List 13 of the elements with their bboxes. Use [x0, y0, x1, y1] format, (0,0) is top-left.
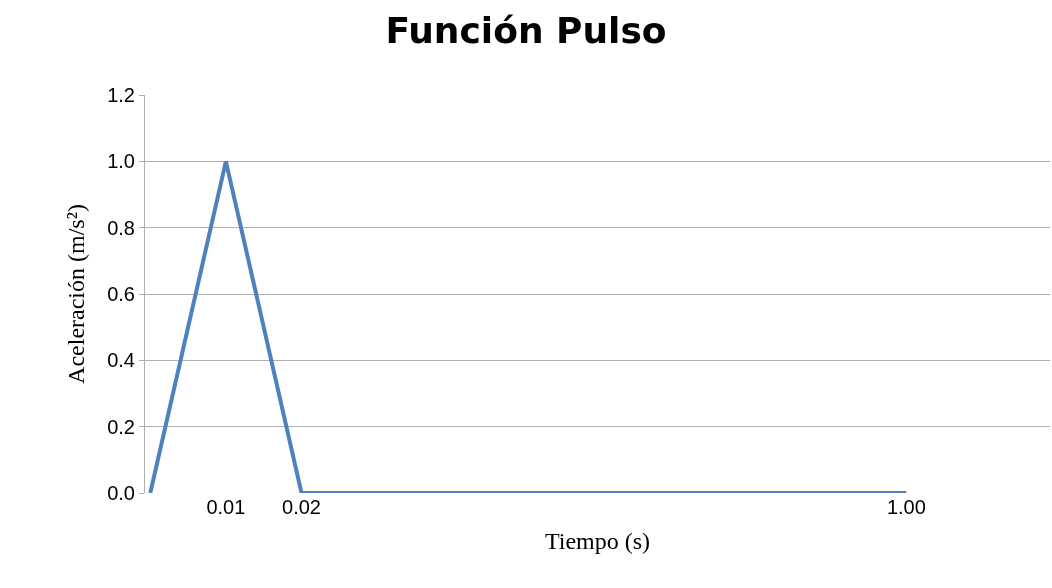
y-tick-label: 0.6 — [107, 283, 135, 305]
y-tick-label: 0.4 — [107, 349, 135, 372]
x-tick-label: 0.01 — [206, 496, 246, 518]
x-tick-label: 0.02 — [282, 496, 321, 518]
y-axis-title: Aceleración (m/s²) — [63, 204, 90, 384]
y-tick-label: 1.0 — [107, 150, 135, 173]
y-tick-label: 0.2 — [107, 415, 135, 438]
y-tick-label: 0.8 — [107, 216, 135, 239]
x-tick-label: 1.00 — [886, 496, 926, 518]
y-tick-label: 1.2 — [107, 84, 135, 106]
x-axis-title: Tiempo (s) — [544, 528, 651, 555]
chart-title: Función Pulso — [385, 9, 667, 51]
y-tick-label: 0.0 — [107, 482, 135, 504]
